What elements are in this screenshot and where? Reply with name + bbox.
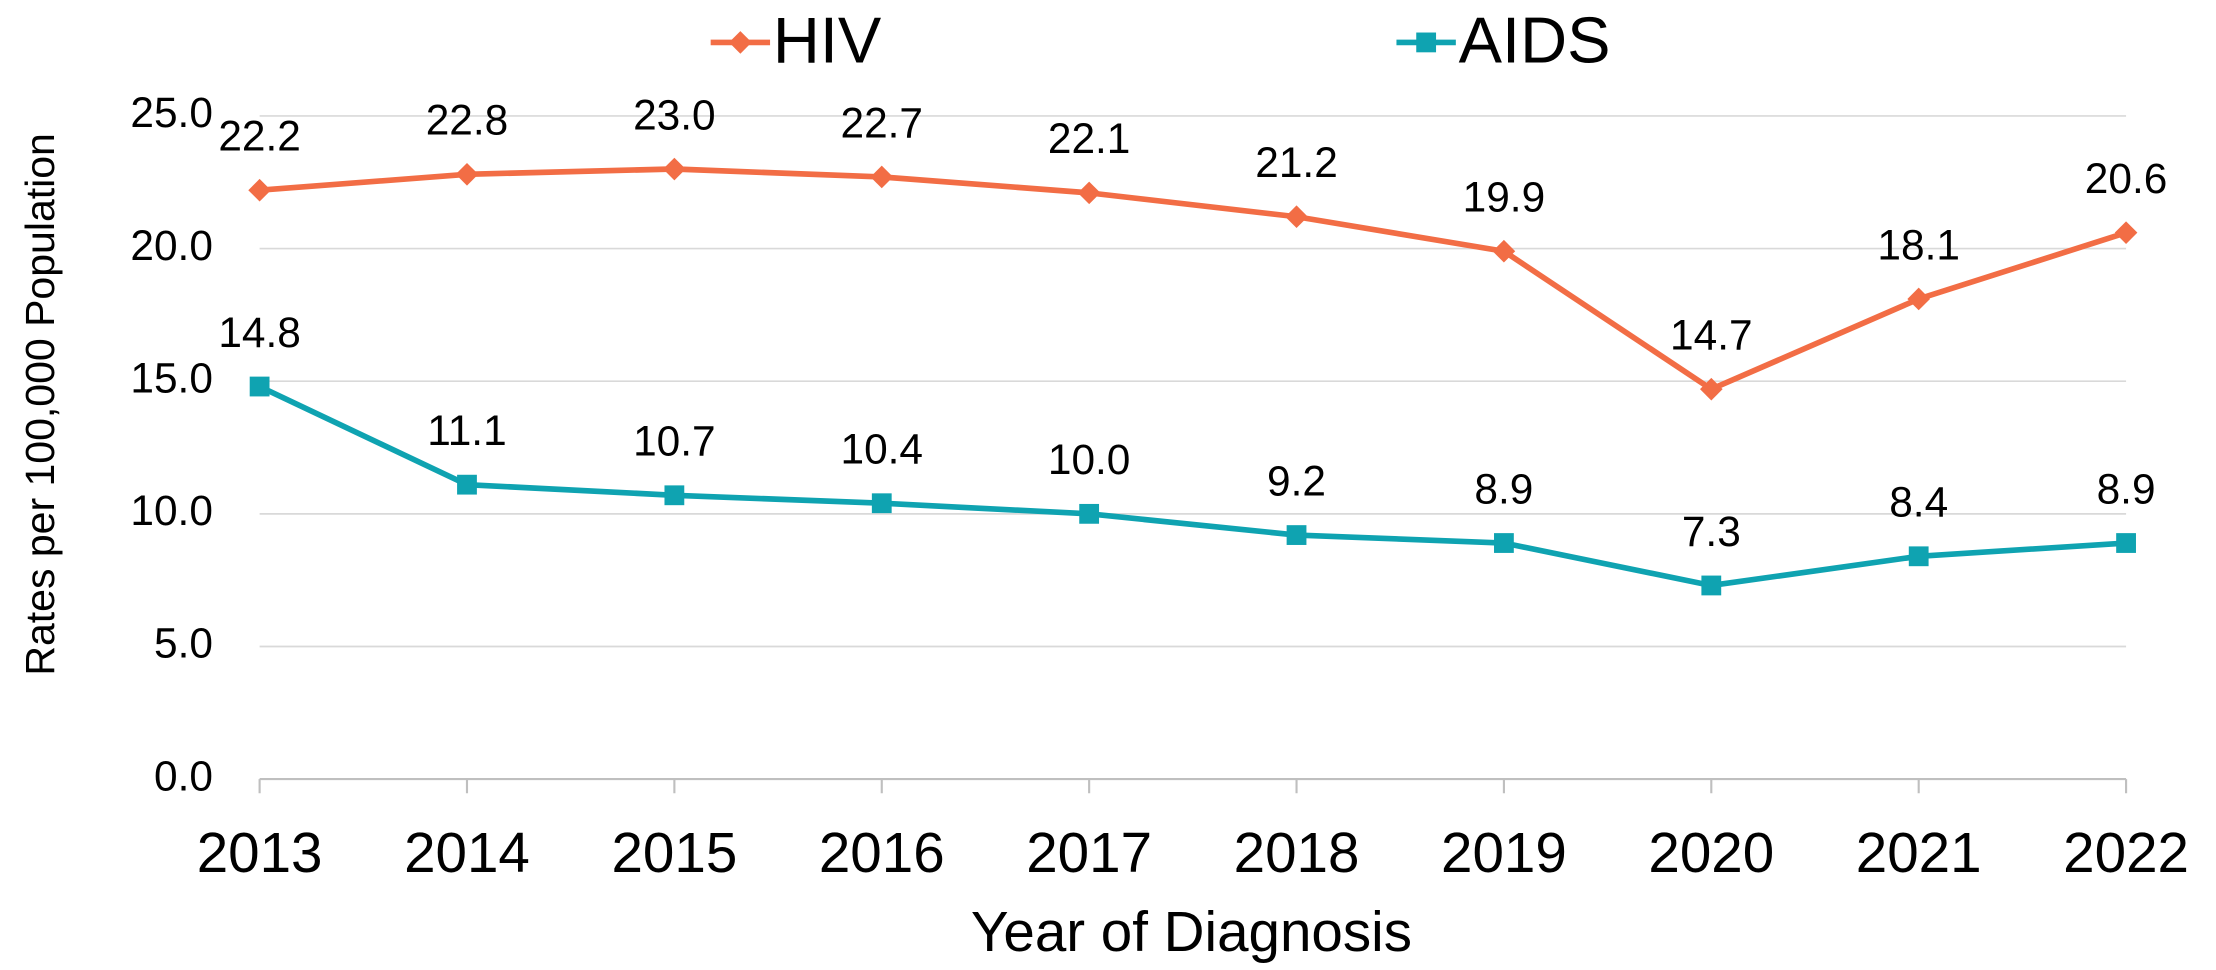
point [1494,533,1514,553]
legend-label: HIV [773,3,882,76]
point [1701,575,1722,596]
legend-marker [729,31,752,54]
point [1077,181,1101,205]
y-axis-title: Rates per 100,000 Population [17,133,63,676]
point [2116,533,2136,553]
point [871,493,892,514]
point [1286,525,1307,545]
data-label: 9.2 [1267,457,1326,504]
x-axis-title: Year of Diagnosis [971,900,1412,963]
series-line [258,383,2127,589]
point [248,178,271,202]
data-label: 10.0 [1048,436,1131,483]
point [1907,287,1931,311]
data-label: 23.0 [633,91,716,138]
x-tick-label: 2017 [1026,821,1152,884]
point [1285,205,1308,229]
point [663,157,686,181]
data-label: 21.2 [1255,139,1338,186]
data-label: 8.9 [1474,465,1533,512]
data-label: 22.1 [1048,115,1131,162]
point [1699,377,1723,401]
data-label: 19.9 [1463,174,1546,221]
x-tick-label: 2020 [1648,821,1774,884]
point [457,474,477,495]
point [455,162,479,186]
data-label: 18.1 [1877,221,1960,268]
data-label: 11.1 [427,407,506,454]
data-label: 14.7 [1670,311,1753,358]
point [249,376,270,397]
y-tick-label: 20.0 [130,222,213,269]
point [870,165,894,189]
y-tick-label: 25.0 [130,89,213,136]
point [664,485,685,506]
data-label: 8.9 [2097,465,2156,512]
x-tick-label: 2022 [2063,821,2189,884]
data-label: 22.8 [426,97,509,144]
x-tick-label: 2015 [611,821,737,884]
x-tick-label: 2018 [1234,821,1360,884]
series-line [259,166,2127,392]
data-label: 20.6 [2085,155,2168,202]
x-tick-label: 2013 [197,821,323,884]
point [2114,221,2138,244]
legend-label: AIDS [1459,3,1611,76]
x-tick-label: 2016 [819,821,945,884]
data-label: 14.8 [218,309,301,356]
data-label: 10.4 [840,426,923,473]
data-label: 7.3 [1682,508,1741,555]
data-label: 22.7 [840,99,923,146]
point [1492,239,1516,263]
y-tick-label: 15.0 [130,354,213,401]
data-label: 8.4 [1889,479,1948,526]
y-tick-label: 5.0 [154,620,213,667]
x-tick-label: 2021 [1856,821,1982,884]
y-tick-label: 0.0 [154,752,213,799]
x-tick-label: 2014 [404,821,530,884]
point [1908,546,1929,567]
x-tick-label: 2019 [1441,821,1567,884]
data-label: 10.7 [633,418,716,465]
legend-marker [1416,32,1437,53]
point [1079,503,1100,524]
data-label: 22.2 [218,113,301,160]
y-tick-label: 10.0 [130,487,213,534]
